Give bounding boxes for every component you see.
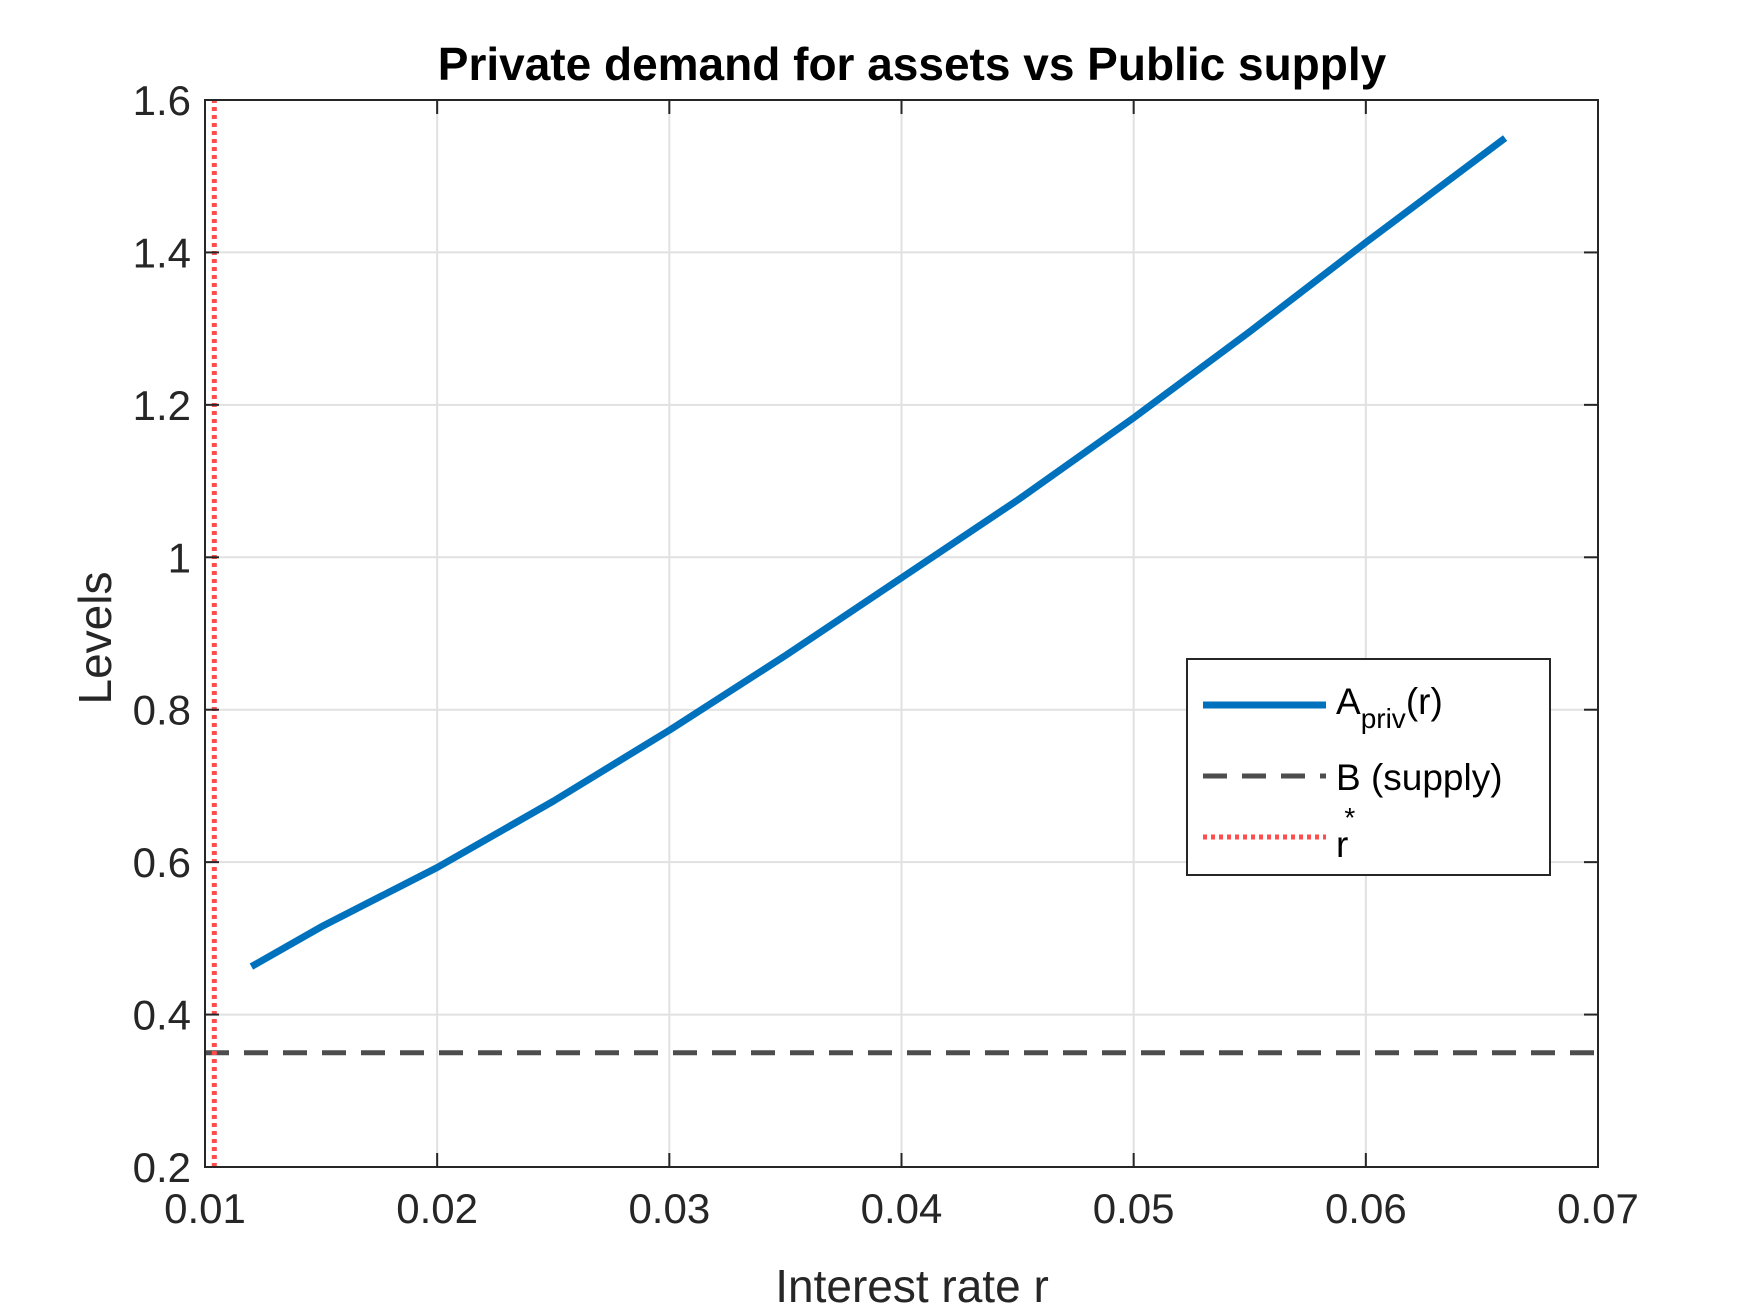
y-tick-label: 0.8 (133, 687, 191, 734)
x-tick-label: 0.05 (1093, 1185, 1175, 1232)
y-tick-label: 1.6 (133, 77, 191, 124)
x-tick-label: 0.03 (628, 1185, 710, 1232)
chart-title: Private demand for assets vs Public supp… (438, 38, 1387, 90)
legend-label-supply: B (supply) (1336, 757, 1503, 798)
y-tick-label: 1.4 (133, 229, 191, 276)
x-axis-label: Interest rate r (775, 1260, 1049, 1312)
y-tick-label: 1.2 (133, 382, 191, 429)
series-layer (205, 100, 1598, 1167)
grid (204, 99, 1599, 1168)
series-line-a-priv-r (249, 135, 1508, 970)
x-tick-label: 0.01 (164, 1185, 246, 1232)
y-tick-label: 0.6 (133, 839, 191, 886)
legend-label-rstar: r* (1336, 802, 1355, 865)
x-tick-label: 0.07 (1557, 1185, 1639, 1232)
y-tick-label: 1 (168, 534, 191, 581)
y-tick-label: 0.4 (133, 992, 191, 1039)
y-axis-label: Levels (69, 572, 121, 705)
x-tick-label: 0.06 (1325, 1185, 1407, 1232)
x-tick-label: 0.04 (861, 1185, 943, 1232)
legend: Apriv(r) B (supply) r* (1186, 658, 1551, 876)
x-tick-label: 0.02 (396, 1185, 478, 1232)
legend-box (1186, 658, 1551, 876)
tick-labels: 0.01 0.02 0.03 0.04 0.05 0.06 0.07 0.2 0.4 0.6 0.8… (133, 77, 1639, 1232)
legend-label-apriv: Apriv(r) (1336, 681, 1443, 734)
ticks (204, 99, 1599, 1168)
y-tick-label: 0.2 (133, 1144, 191, 1191)
